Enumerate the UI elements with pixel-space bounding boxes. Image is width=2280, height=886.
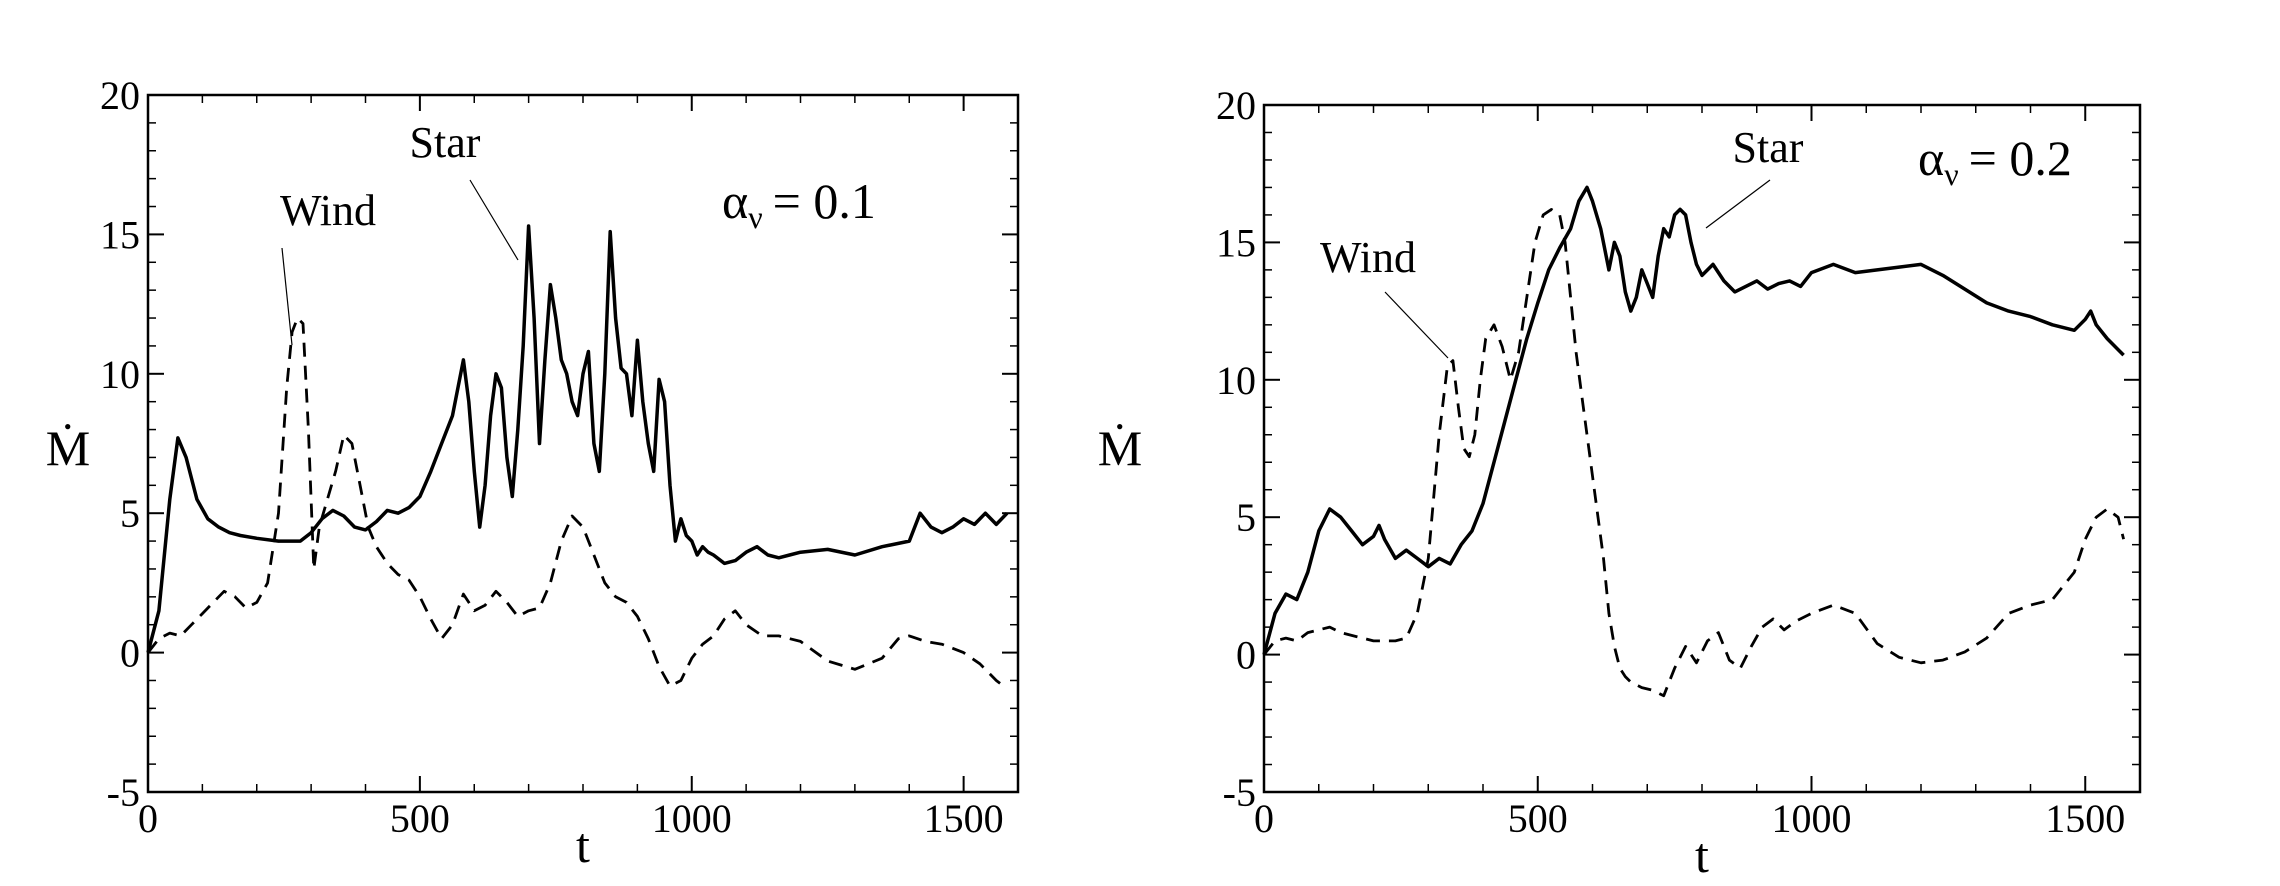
series-wind-line (1262, 207, 2125, 698)
x-tick-label: 1000 (652, 796, 732, 841)
y-axis-title: Ṁ (46, 420, 90, 476)
alpha-symbol: α (722, 173, 748, 229)
series-star-line (1262, 185, 2125, 656)
plot-frame (1262, 103, 2142, 794)
x-axis-title: t (1695, 827, 1709, 881)
y-tick-label: 0 (1236, 633, 1256, 678)
y-tick-label: 10 (100, 352, 140, 397)
y-axis-title: Ṁ (1098, 420, 1142, 476)
x-tick-label: 1500 (2045, 796, 2125, 841)
x-tick-label: 1500 (924, 796, 1004, 841)
annotation-wind-label: Wind (280, 186, 376, 235)
y-tick-label: -5 (107, 770, 140, 815)
x-tick-label: 0 (1254, 796, 1274, 841)
x-tick-label: 1000 (1772, 796, 1852, 841)
parameter-value: = 0.2 (1969, 130, 2072, 186)
y-tick-label: 10 (1216, 358, 1256, 403)
plot-frame (146, 93, 1020, 794)
y-tick-label: 15 (1216, 220, 1256, 265)
parameter-label: αν = 0.1 (722, 173, 876, 235)
annotation-star-leader (469, 179, 519, 261)
x-axis-title: t (576, 817, 590, 873)
parameter-label: αν = 0.2 (1918, 130, 2072, 192)
y-tick-label: 0 (120, 631, 140, 676)
y-tick-label: 20 (100, 73, 140, 118)
alpha-symbol: α (1918, 130, 1944, 186)
series-wind-line (146, 316, 1008, 690)
annotation-wind-label: Wind (1320, 233, 1416, 282)
annotation-star-label: Star (410, 118, 481, 167)
x-tick-label: 500 (390, 796, 450, 841)
annotation-star-label: Star (1733, 123, 1804, 172)
nu-subscript: ν (1944, 156, 1958, 192)
y-tick-label: 5 (1236, 495, 1256, 540)
y-tick-label: 20 (1216, 83, 1256, 128)
y-tick-label: 15 (100, 212, 140, 257)
x-tick-label: 0 (138, 796, 158, 841)
series-star-line (146, 224, 1009, 654)
parameter-value: = 0.1 (773, 173, 876, 229)
y-tick-label: -5 (1223, 770, 1256, 815)
annotation-star-leader (1705, 179, 1771, 229)
nu-subscript: ν (748, 199, 762, 235)
x-tick-label: 500 (1508, 796, 1568, 841)
annotation-wind-leader (1384, 291, 1449, 359)
y-tick-label: 5 (120, 491, 140, 536)
annotation-wind-leader (281, 247, 293, 346)
